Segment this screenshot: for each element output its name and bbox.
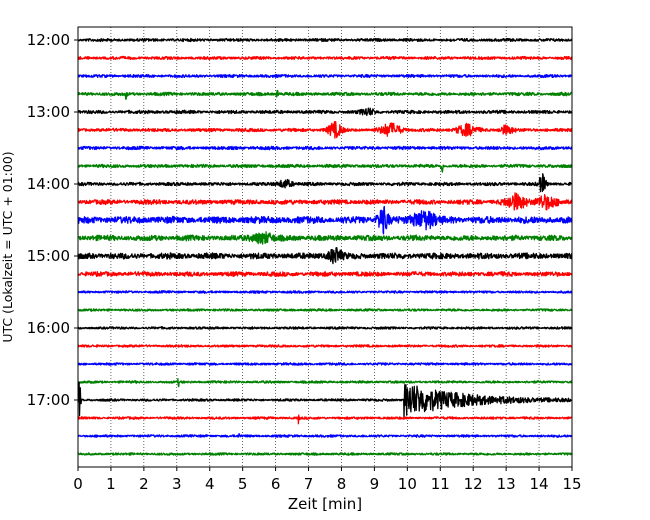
x-axis: 0 1 2 3 4 5 6 7 8 9 10 11 12 13 14 15: [73, 467, 582, 493]
y-tick-label: 17:00: [27, 391, 70, 409]
seismic-trace: [77, 381, 573, 419]
x-tick-label: 7: [304, 475, 314, 493]
x-tick-label: 11: [431, 475, 450, 493]
y-axis: 12:00 13:00 14:00 15:00 16:00 17:00: [27, 31, 78, 409]
x-tick-label: 1: [106, 475, 116, 493]
seismic-trace: [77, 308, 573, 312]
x-tick-label: 13: [497, 475, 516, 493]
seismic-trace: [77, 173, 573, 193]
seismic-trace: [77, 247, 573, 265]
trace-group: [77, 37, 573, 456]
seismic-trace: [77, 378, 573, 388]
x-tick-label: 14: [530, 475, 549, 493]
x-tick-label: 5: [238, 475, 248, 493]
x-tick-label: 12: [464, 475, 483, 493]
seismic-trace: [77, 326, 573, 330]
y-tick-label: 14:00: [27, 175, 70, 193]
seismic-trace: [77, 107, 573, 117]
x-tick-label: 15: [562, 475, 581, 493]
x-tick-label: 2: [139, 475, 149, 493]
seismic-trace: [77, 271, 573, 278]
seismic-trace: [77, 290, 573, 294]
x-axis-title: Zeit [min]: [288, 495, 362, 513]
seismic-trace: [77, 433, 573, 438]
y-tick-label: 15:00: [27, 247, 70, 265]
y-tick-label: 16:00: [27, 319, 70, 337]
seismic-trace: [77, 89, 573, 101]
seismic-trace: [77, 73, 573, 79]
seismic-trace: [77, 362, 573, 366]
x-tick-label: 3: [172, 475, 182, 493]
seismic-trace: [77, 120, 573, 139]
seismic-trace: [77, 414, 573, 425]
seismic-trace: [77, 205, 573, 235]
x-tick-label: 9: [370, 475, 380, 493]
seismic-trace: [77, 37, 573, 43]
seismic-trace: [77, 55, 573, 61]
x-tick-label: 4: [205, 475, 215, 493]
seismic-trace: [77, 344, 573, 348]
seismic-trace: [77, 231, 573, 245]
seismic-trace: [77, 145, 573, 151]
y-tick-label: 13:00: [27, 103, 70, 121]
x-tick-label: 6: [271, 475, 281, 493]
plot-frame: [77, 26, 573, 468]
x-tick-label: 0: [73, 475, 83, 493]
y-axis-title: UTC (Lokalzeit = UTC + 01:00): [0, 151, 15, 342]
seismic-trace: [77, 452, 573, 456]
x-tick-label: 10: [398, 475, 417, 493]
seismic-trace: [77, 163, 573, 173]
seismic-trace: [77, 192, 573, 211]
x-tick-label: 8: [337, 475, 347, 493]
y-tick-label: 12:00: [27, 31, 70, 49]
